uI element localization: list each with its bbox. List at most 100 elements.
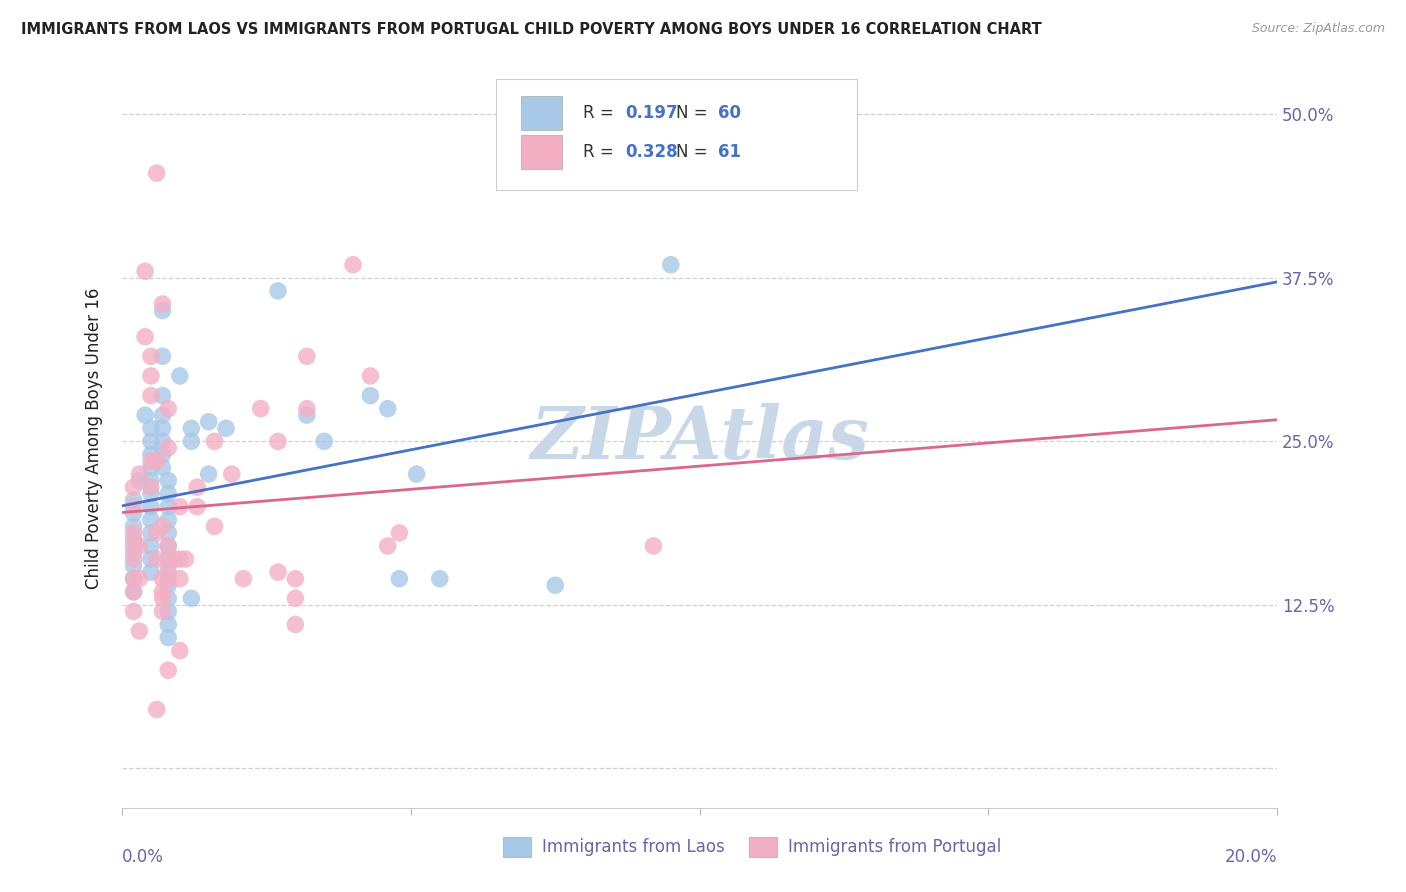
- Point: [295, 408, 318, 422]
- Point: [139, 500, 162, 514]
- Text: 0.0%: 0.0%: [122, 847, 165, 866]
- Point: [134, 264, 156, 278]
- Point: [152, 303, 174, 318]
- Point: [122, 545, 145, 559]
- Point: [152, 604, 174, 618]
- Point: [314, 434, 336, 449]
- Point: [157, 539, 180, 553]
- Point: [157, 604, 180, 618]
- Point: [152, 519, 174, 533]
- Point: [122, 584, 145, 599]
- Point: [643, 539, 665, 553]
- Point: [139, 474, 162, 488]
- Text: Immigrants from Laos: Immigrants from Laos: [543, 838, 725, 855]
- Point: [169, 500, 191, 514]
- Point: [139, 349, 162, 363]
- Text: 61: 61: [718, 143, 741, 161]
- Point: [152, 572, 174, 586]
- Text: 0.328: 0.328: [626, 143, 678, 161]
- Point: [204, 519, 226, 533]
- Point: [204, 434, 226, 449]
- Point: [157, 578, 180, 592]
- Point: [267, 434, 290, 449]
- Text: Immigrants from Portugal: Immigrants from Portugal: [789, 838, 1001, 855]
- Point: [169, 643, 191, 657]
- Point: [152, 408, 174, 422]
- Point: [157, 474, 180, 488]
- Point: [145, 166, 167, 180]
- Point: [128, 467, 150, 481]
- Point: [152, 297, 174, 311]
- Point: [157, 663, 180, 677]
- Point: [157, 525, 180, 540]
- Point: [152, 447, 174, 461]
- Point: [122, 572, 145, 586]
- Point: [342, 258, 364, 272]
- Point: [267, 565, 290, 579]
- Point: [169, 552, 191, 566]
- Point: [429, 572, 451, 586]
- Point: [157, 513, 180, 527]
- Point: [139, 525, 162, 540]
- Point: [157, 552, 180, 566]
- Point: [157, 565, 180, 579]
- Point: [284, 617, 307, 632]
- Point: [139, 486, 162, 500]
- Text: ZIPAtlas: ZIPAtlas: [530, 402, 869, 474]
- Point: [152, 591, 174, 606]
- Point: [139, 480, 162, 494]
- Point: [157, 401, 180, 416]
- Point: [267, 284, 290, 298]
- Point: [152, 421, 174, 435]
- Point: [128, 624, 150, 638]
- Point: [152, 388, 174, 402]
- Point: [544, 578, 567, 592]
- Point: [139, 454, 162, 468]
- Point: [169, 572, 191, 586]
- Point: [197, 415, 219, 429]
- Point: [134, 408, 156, 422]
- Point: [295, 401, 318, 416]
- Point: [139, 388, 162, 402]
- Point: [139, 513, 162, 527]
- Point: [377, 539, 399, 553]
- Point: [139, 552, 162, 566]
- Point: [157, 572, 180, 586]
- Text: Source: ZipAtlas.com: Source: ZipAtlas.com: [1251, 22, 1385, 36]
- Text: 20.0%: 20.0%: [1225, 847, 1277, 866]
- Point: [139, 539, 162, 553]
- Point: [659, 258, 682, 272]
- Point: [359, 368, 381, 383]
- Point: [186, 500, 208, 514]
- Point: [157, 486, 180, 500]
- Point: [377, 401, 399, 416]
- Point: [145, 454, 167, 468]
- Point: [145, 702, 167, 716]
- Point: [215, 421, 238, 435]
- Point: [134, 329, 156, 343]
- Point: [122, 493, 145, 508]
- Point: [139, 460, 162, 475]
- Point: [152, 584, 174, 599]
- Point: [157, 558, 180, 573]
- Point: [388, 572, 411, 586]
- Point: [169, 368, 191, 383]
- Point: [197, 467, 219, 481]
- Point: [139, 447, 162, 461]
- Text: N =: N =: [676, 143, 718, 161]
- Point: [186, 480, 208, 494]
- Text: 60: 60: [718, 103, 741, 121]
- Point: [122, 584, 145, 599]
- Point: [157, 500, 180, 514]
- Point: [122, 525, 145, 540]
- Point: [359, 388, 381, 402]
- Point: [139, 421, 162, 435]
- Point: [139, 565, 162, 579]
- Point: [221, 467, 243, 481]
- Point: [284, 572, 307, 586]
- Point: [128, 474, 150, 488]
- Point: [122, 500, 145, 514]
- Point: [122, 480, 145, 494]
- Text: R =: R =: [583, 143, 619, 161]
- Point: [152, 349, 174, 363]
